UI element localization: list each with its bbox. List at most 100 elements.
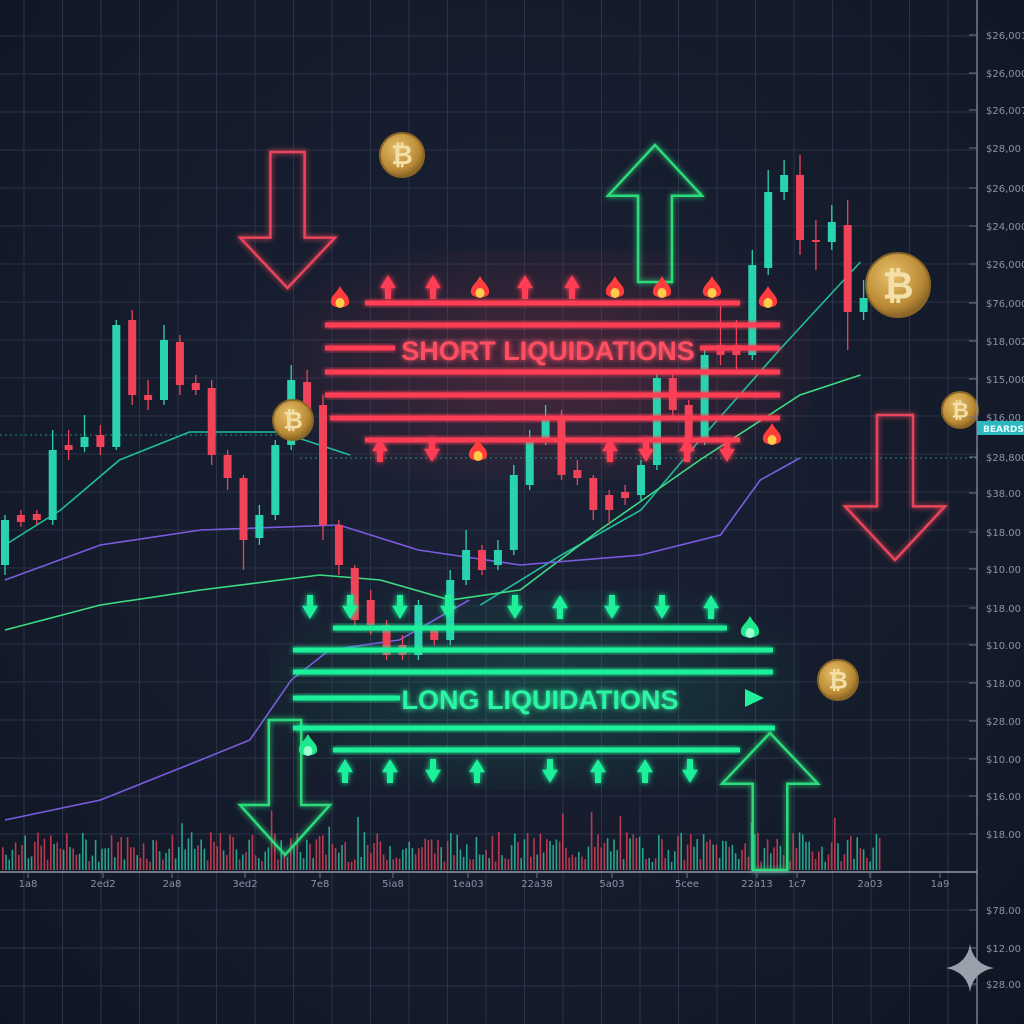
volume-bar	[859, 848, 862, 870]
volume-bar	[78, 853, 81, 870]
volume-bar	[782, 854, 785, 870]
volume-bar	[494, 861, 497, 870]
volume-bar	[549, 840, 551, 870]
volume-bar	[418, 848, 420, 870]
volume-bar	[117, 842, 119, 870]
arrow-down-icon	[424, 438, 440, 462]
volume-bar	[62, 849, 65, 870]
flame-core	[707, 288, 717, 298]
volume-bar	[606, 838, 609, 870]
volume-bar	[46, 859, 49, 870]
candle-body	[859, 298, 868, 312]
volume-bar	[693, 846, 695, 870]
y-tick-label: $76,000	[986, 299, 1024, 310]
volume-bar	[133, 847, 135, 870]
volume-bar	[261, 861, 263, 870]
volume-bar	[632, 834, 634, 870]
bitcoin-symbol-icon: ₿	[391, 140, 413, 171]
volume-bar	[222, 850, 225, 870]
volume-bar	[155, 840, 158, 870]
volume-bar	[846, 839, 849, 870]
volume-bar	[405, 848, 407, 870]
volume-bar	[389, 846, 391, 870]
volume-bar	[744, 843, 746, 870]
volume-bar	[546, 839, 548, 870]
candle-body	[478, 550, 486, 570]
volume-bar	[827, 854, 830, 870]
volume-bar	[878, 837, 881, 870]
volume-bar	[728, 846, 730, 870]
arrow-up-icon	[517, 275, 533, 299]
volume-bar	[731, 845, 734, 870]
volume-bar	[50, 835, 52, 870]
volume-bar	[571, 854, 574, 870]
candle-body	[652, 378, 661, 465]
volume-bar	[702, 834, 705, 870]
volume-bar	[734, 853, 737, 870]
volume-bar	[66, 833, 68, 870]
volume-bar	[69, 847, 71, 870]
candle-body	[382, 625, 391, 655]
volume-bar	[235, 849, 238, 870]
volume-bar	[274, 833, 276, 870]
volume-bar	[837, 843, 839, 870]
x-tick-label: 5cee	[675, 879, 699, 890]
arrow-up-icon	[552, 595, 568, 619]
volume-bar	[792, 833, 794, 870]
volume-bar	[462, 856, 465, 870]
volume-bar	[706, 841, 708, 870]
candle-body	[557, 418, 566, 475]
volume-bar	[370, 852, 372, 870]
y-axis-ticks: $26,001 $26,000 $26,007 $28,00 $26,000 $24,00…	[969, 31, 1024, 991]
flame-core	[610, 288, 620, 298]
volume-bar	[11, 849, 14, 870]
volume-bar	[312, 857, 314, 870]
volume-bar	[696, 839, 698, 870]
volume-bar	[552, 845, 554, 870]
volume-bar	[453, 855, 455, 870]
volume-bar	[434, 853, 436, 870]
volume-bar	[667, 850, 670, 870]
volume-bar	[840, 861, 842, 870]
volume-bar	[872, 847, 874, 870]
volume-bar	[514, 833, 516, 870]
volume-bar	[536, 854, 538, 870]
arrow-up-icon	[380, 275, 396, 299]
x-tick-label: 1a9	[931, 879, 950, 890]
volume-bar	[34, 841, 36, 870]
volume-bar	[309, 843, 311, 870]
volume-bar	[763, 847, 766, 870]
candle-body	[191, 383, 200, 390]
volume-bar	[181, 823, 183, 870]
volume-bar	[718, 857, 721, 870]
candle-body	[271, 445, 280, 515]
x-tick-label: 1c7	[788, 879, 806, 890]
arrow-down-icon	[342, 595, 358, 619]
volume-bar	[600, 847, 602, 870]
volume-bar	[21, 845, 23, 870]
arrow-down-icon	[237, 718, 333, 857]
volume-bar	[862, 849, 865, 870]
candle-body	[175, 342, 184, 385]
volume-bar	[341, 844, 343, 870]
volume-bar	[8, 859, 10, 870]
volume-bar	[360, 856, 362, 870]
arrow-down-icon	[507, 595, 523, 619]
volume-bar	[306, 839, 308, 870]
long-zone-haze	[270, 590, 800, 790]
volume-bar	[590, 811, 593, 870]
candle-body	[811, 240, 820, 242]
volume-bar	[98, 861, 100, 870]
volume-bar	[382, 854, 385, 870]
bitcoin-coin-icon	[941, 391, 979, 429]
volume-bar	[680, 832, 682, 870]
bitcoin-coin-icon	[865, 252, 931, 318]
volume-bar	[533, 838, 535, 870]
volume-bar	[338, 852, 340, 870]
volume-bar	[120, 837, 122, 870]
volume-bar	[398, 858, 401, 870]
volume-bar	[315, 839, 318, 870]
x-tick-label: 5ia8	[382, 879, 404, 890]
long-zone-line	[333, 625, 727, 631]
